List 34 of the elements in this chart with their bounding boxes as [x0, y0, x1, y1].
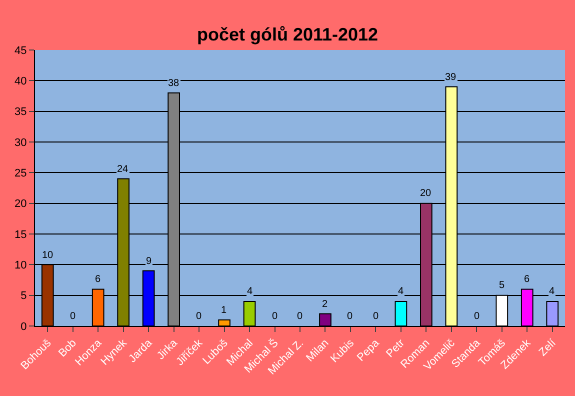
y-tick-label: 35 [14, 106, 27, 118]
data-label: 0 [272, 311, 278, 322]
data-label: 4 [549, 286, 555, 297]
data-label: 4 [398, 286, 404, 297]
data-label: 5 [499, 280, 505, 291]
data-label: 0 [474, 311, 480, 322]
chart-title: počet gólů 2011-2012 [196, 24, 378, 44]
data-label: 2 [322, 299, 328, 310]
y-tick-label: 15 [14, 228, 27, 241]
data-label: 20 [420, 188, 432, 199]
y-tick-label: 0 [20, 320, 27, 333]
y-tick-label: 20 [14, 198, 27, 210]
x-tick-label: Bob [56, 337, 79, 360]
data-label: 0 [70, 311, 76, 322]
x-tick-label: Zelí [536, 336, 560, 359]
data-label: 0 [297, 311, 303, 322]
y-tick-label: 40 [14, 76, 27, 88]
y-tick-label: 10 [14, 260, 27, 272]
data-label: 0 [347, 311, 353, 322]
data-label: 4 [247, 286, 253, 297]
data-label: 6 [95, 274, 101, 285]
data-label: 24 [117, 164, 129, 175]
data-label: 39 [445, 72, 457, 83]
y-tick-label: 25 [14, 168, 27, 180]
data-label: 0 [196, 311, 202, 322]
data-label: 6 [524, 274, 530, 285]
y-tick-label: 5 [20, 290, 27, 302]
data-label: 10 [42, 250, 54, 261]
y-tick-label: 45 [14, 44, 27, 57]
data-label: 38 [168, 78, 180, 89]
data-label: 1 [221, 305, 227, 316]
data-label: 9 [146, 256, 152, 267]
data-label: 0 [373, 311, 379, 322]
y-tick-label: 30 [14, 136, 27, 149]
